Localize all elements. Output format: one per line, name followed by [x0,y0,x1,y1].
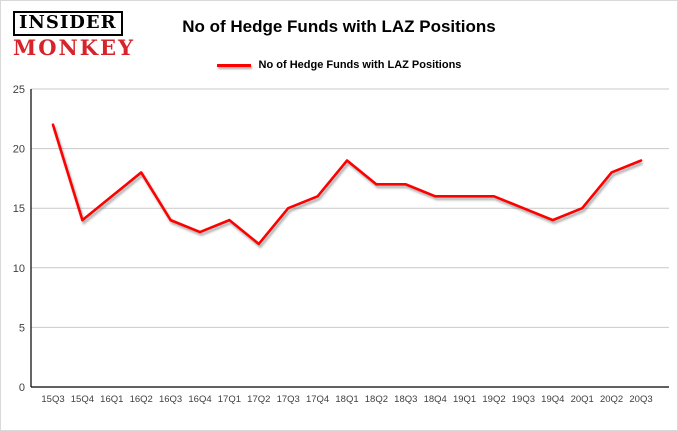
chart-title: No of Hedge Funds with LAZ Positions [182,17,496,36]
x-axis-label: 20Q1 [571,394,594,405]
y-axis-label: 10 [13,263,25,275]
legend-line-marker [216,63,251,67]
legend-label: No of Hedge Funds with LAZ Positions [258,59,462,71]
x-axis-label: 18Q1 [335,394,358,405]
x-axis-label: 19Q4 [541,394,564,405]
y-axis-label: 5 [19,322,25,334]
x-axis-label: 18Q3 [394,394,417,405]
x-axis-label: 16Q4 [188,394,211,405]
x-axis-label: 18Q2 [365,394,388,405]
x-axis-label: 16Q1 [100,394,123,405]
x-axis-label: 16Q3 [159,394,182,405]
y-axis-label: 0 [19,382,25,394]
x-axis-label: 19Q2 [482,394,505,405]
x-axis-label: 17Q4 [306,394,329,405]
x-axis-label: 15Q3 [41,394,64,405]
x-axis-label: 16Q2 [130,394,153,405]
series-line-shadow [53,126,643,249]
x-axis-label: 17Q1 [218,394,241,405]
legend: No of Hedge Funds with LAZ Positions [1,59,677,71]
x-axis-label: 19Q1 [453,394,476,405]
logo-insider-text: INSIDER [13,11,123,36]
insider-monkey-logo: INSIDER MONKEY [13,11,135,59]
x-axis-label: 17Q3 [277,394,300,405]
y-axis-label: 25 [13,84,25,96]
y-axis-label: 15 [13,203,25,215]
x-axis-label: 18Q4 [424,394,447,405]
x-axis-label: 15Q4 [71,394,94,405]
logo-monkey-text: MONKEY [13,34,135,60]
series-line [51,123,643,246]
x-axis-label: 20Q2 [600,394,623,405]
y-axis-label: 20 [13,144,25,156]
x-axis-label: 19Q3 [512,394,535,405]
x-axis-label: 17Q2 [247,394,270,405]
x-axis-label: 20Q3 [629,394,652,405]
